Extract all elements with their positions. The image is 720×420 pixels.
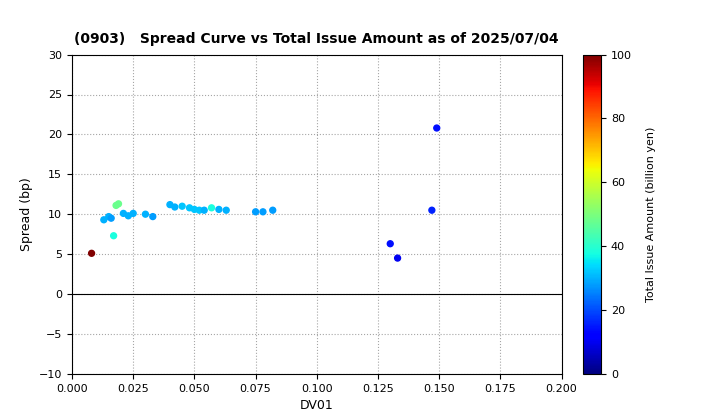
Point — [98, 216, 109, 223]
Point — [169, 204, 181, 210]
Point — [122, 213, 134, 219]
Point — [105, 215, 117, 222]
Point — [220, 207, 232, 213]
Point — [384, 240, 396, 247]
Point — [426, 207, 438, 213]
Point — [250, 208, 261, 215]
Point — [147, 213, 158, 220]
Point — [199, 207, 210, 213]
Y-axis label: Total Issue Amount (billion yen): Total Issue Amount (billion yen) — [646, 126, 656, 302]
Point — [267, 207, 279, 213]
X-axis label: DV01: DV01 — [300, 399, 333, 412]
Point — [113, 200, 125, 207]
Point — [176, 203, 188, 210]
Point — [86, 250, 97, 257]
Point — [206, 205, 217, 211]
Point — [189, 206, 200, 213]
Point — [392, 255, 403, 261]
Point — [140, 211, 151, 218]
Point — [213, 206, 225, 213]
Y-axis label: Spread (bp): Spread (bp) — [20, 177, 33, 251]
Point — [184, 205, 195, 211]
Point — [194, 207, 205, 213]
Point — [103, 213, 114, 220]
Point — [431, 125, 443, 131]
Point — [127, 210, 139, 217]
Title: (0903)   Spread Curve vs Total Issue Amount as of 2025/07/04: (0903) Spread Curve vs Total Issue Amoun… — [74, 32, 559, 47]
Point — [257, 208, 269, 215]
Point — [117, 210, 129, 217]
Point — [110, 202, 122, 209]
Point — [164, 201, 176, 208]
Point — [108, 232, 120, 239]
